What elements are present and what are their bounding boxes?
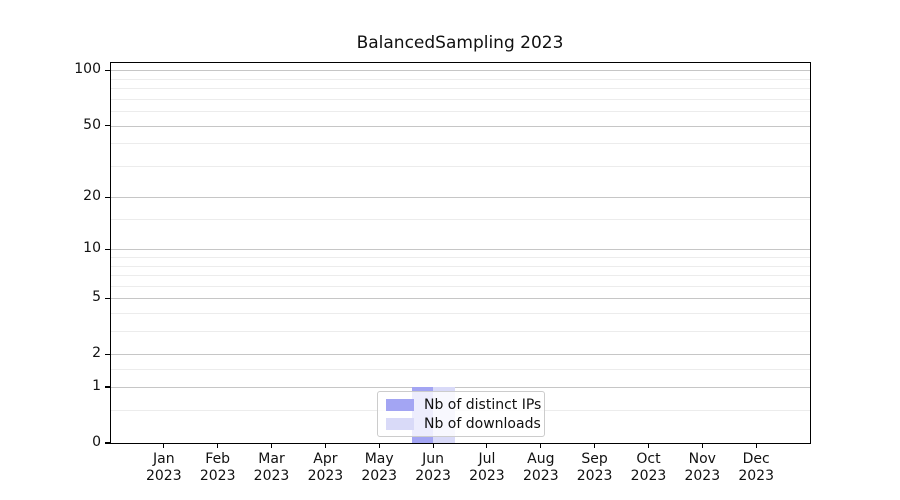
legend-entry: Nb of downloads [386, 416, 541, 432]
x-tick-month: Jul [478, 451, 496, 467]
x-axis-tick [540, 444, 542, 448]
x-tick-year: 2023 [415, 468, 451, 484]
x-tick-month: Apr [313, 451, 338, 467]
x-tick-month: Dec [742, 451, 770, 467]
y-axis-tick [105, 124, 110, 127]
y-gridline-major [110, 197, 810, 199]
x-tick-label: Jun 2023 [403, 451, 463, 485]
y-gridline-major [110, 70, 810, 72]
x-tick-year: 2023 [253, 468, 290, 484]
x-tick-year: 2023 [307, 468, 344, 484]
x-tick-month: Feb [205, 451, 231, 467]
x-tick-month: Oct [636, 451, 661, 467]
y-gridline-minor [110, 98, 810, 100]
x-tick-label: Sep 2023 [565, 451, 625, 485]
y-tick-label: 0 [92, 434, 101, 450]
x-tick-label: May 2023 [349, 451, 409, 485]
x-tick-month: Sep [581, 451, 608, 467]
x-tick-year: 2023 [522, 468, 559, 484]
legend-entry: Nb of distinct IPs [386, 397, 541, 413]
x-tick-year: 2023 [469, 468, 505, 484]
x-tick-month: Aug [527, 451, 555, 467]
legend-label: Nb of distinct IPs [424, 396, 542, 413]
x-tick-label: Dec 2023 [726, 451, 786, 485]
x-tick-year: 2023 [145, 468, 182, 484]
x-axis-tick [647, 444, 650, 448]
y-tick-label: 5 [92, 289, 101, 306]
y-gridline-minor [110, 165, 810, 167]
y-gridline-minor [110, 331, 810, 333]
x-tick-label: Nov 2023 [672, 451, 732, 485]
y-tick-label: 50 [83, 116, 101, 133]
legend: Nb of distinct IPs Nb of downloads [377, 391, 545, 437]
y-gridline-minor [110, 275, 810, 277]
x-tick-month: Jun [422, 451, 445, 467]
y-gridline-major [110, 354, 810, 356]
x-axis-tick [701, 444, 703, 448]
x-axis-tick [324, 444, 326, 448]
y-gridline-minor [110, 111, 810, 113]
x-tick-year: 2023 [738, 468, 774, 484]
x-tick-month: Jan [153, 451, 175, 467]
y-tick-label: 20 [83, 188, 101, 205]
y-gridline-minor [110, 78, 810, 80]
x-tick-year: 2023 [684, 468, 721, 484]
chart-title: BalancedSampling 2023 [356, 33, 564, 53]
y-axis-tick [105, 353, 110, 355]
y-gridline-minor [110, 265, 810, 267]
x-axis-tick [217, 444, 219, 448]
x-tick-year: 2023 [576, 468, 613, 484]
x-axis-tick [432, 444, 434, 448]
x-tick-label: Jan 2023 [134, 451, 194, 485]
y-gridline-minor [110, 369, 810, 370]
y-axis-tick [105, 69, 110, 71]
x-tick-label: Oct 2023 [619, 451, 679, 485]
y-gridline-minor [110, 143, 810, 145]
y-gridline-major [110, 125, 810, 127]
x-tick-label: Feb 2023 [188, 451, 248, 485]
y-gridline-major [110, 298, 810, 300]
y-gridline-minor [110, 285, 810, 287]
x-tick-month: Mar [258, 451, 285, 467]
x-axis-tick [270, 444, 273, 448]
x-tick-year: 2023 [199, 468, 236, 484]
y-tick-label: 100 [74, 61, 101, 78]
y-axis-tick [105, 442, 110, 444]
x-axis-tick [486, 444, 488, 448]
y-tick-label: 10 [83, 240, 101, 257]
legend-swatch-icon [386, 398, 414, 411]
y-gridline-minor [110, 219, 810, 221]
x-tick-label: Aug 2023 [511, 451, 571, 485]
x-tick-year: 2023 [361, 468, 397, 484]
y-tick-label: 2 [92, 345, 101, 362]
x-axis-tick [163, 444, 165, 448]
y-axis-tick [105, 297, 110, 299]
x-axis-tick [378, 444, 380, 448]
legend-label: Nb of downloads [424, 415, 541, 432]
x-tick-year: 2023 [630, 468, 667, 484]
y-axis-tick [105, 248, 110, 250]
x-axis-tick [755, 444, 757, 448]
y-axis-tick [105, 196, 110, 198]
y-tick-label: 1 [92, 378, 101, 394]
x-tick-month: May [364, 451, 394, 467]
y-gridline-minor [110, 88, 810, 90]
x-tick-label: Jul 2023 [457, 451, 517, 485]
x-tick-label: Mar 2023 [242, 451, 302, 485]
y-gridline-major [110, 387, 810, 388]
y-gridline-major [110, 249, 810, 251]
x-tick-month: Nov [688, 451, 716, 467]
y-gridline-minor [110, 313, 810, 314]
x-axis-tick [594, 444, 596, 448]
legend-swatch-icon [386, 417, 414, 430]
x-tick-label: Apr 2023 [295, 451, 355, 485]
y-axis-tick [105, 386, 110, 388]
y-gridline-minor [110, 257, 810, 259]
